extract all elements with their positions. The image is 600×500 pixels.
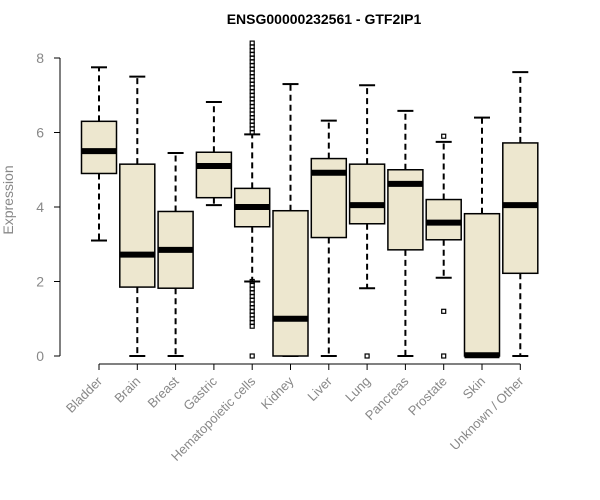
x-tick-label: Prostate xyxy=(405,374,450,419)
box-hematopoietic-cells xyxy=(233,40,271,359)
y-tick-label: 6 xyxy=(36,125,44,141)
y-tick-label: 2 xyxy=(36,274,44,290)
outlier-point xyxy=(249,353,255,359)
outlier-point xyxy=(441,308,447,314)
y-axis: 0 2 4 6 8 xyxy=(36,50,61,364)
x-tick-label: Lung xyxy=(342,374,373,405)
box-unknown-other xyxy=(502,71,539,357)
box-prostate xyxy=(425,133,462,359)
box-bladder xyxy=(80,66,118,242)
y-tick-label: 4 xyxy=(36,199,44,215)
y-tick-label: 0 xyxy=(36,348,44,364)
box-brain xyxy=(119,75,156,357)
x-tick-label: Liver xyxy=(304,373,335,404)
iqr-box xyxy=(80,120,118,175)
outlier-point xyxy=(364,353,370,359)
y-tick-label: 8 xyxy=(36,50,44,66)
box-gastric xyxy=(195,100,233,207)
outlier-point xyxy=(441,133,447,139)
x-tick-label: Skin xyxy=(460,374,488,402)
x-tick-label: Kidney xyxy=(258,373,297,412)
box-breast xyxy=(157,151,194,357)
iqr-box xyxy=(348,163,386,225)
iqr-box xyxy=(195,151,233,199)
box-liver xyxy=(310,119,348,357)
box-lung xyxy=(348,84,386,359)
box-pancreas xyxy=(387,109,424,357)
outlier-point xyxy=(249,278,255,285)
outlier-point xyxy=(249,40,255,46)
box-skin xyxy=(463,116,501,359)
x-tick-label: Breast xyxy=(145,373,182,410)
chart-title: ENSG00000232561 - GTF2IP1 xyxy=(227,11,422,27)
y-axis-label: Expression xyxy=(0,165,16,234)
boxes-layer xyxy=(80,40,539,359)
x-tick-label: Bladder xyxy=(63,373,106,416)
x-tick-label: Brain xyxy=(111,374,143,406)
iqr-box xyxy=(272,209,309,357)
outlier-point xyxy=(441,353,447,359)
box-kidney xyxy=(272,83,309,357)
iqr-box xyxy=(119,163,156,288)
iqr-box xyxy=(463,212,501,357)
